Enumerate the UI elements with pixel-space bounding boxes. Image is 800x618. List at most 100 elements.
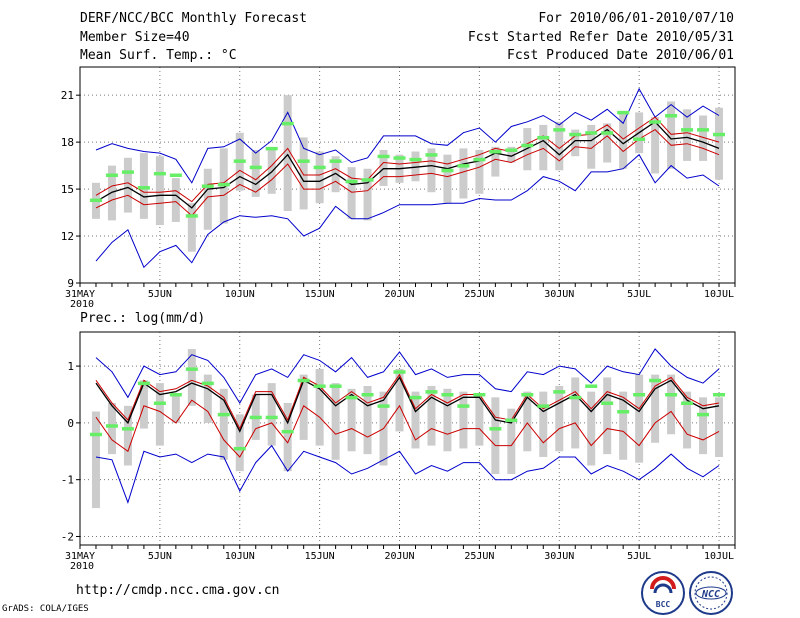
plot-frame [79, 331, 736, 546]
green-marker [441, 168, 454, 173]
spread-box [475, 149, 484, 194]
green-marker [121, 170, 134, 174]
green-marker [697, 128, 710, 132]
ncc-logo-text: NCC [701, 589, 720, 600]
green-marker [537, 135, 550, 140]
y-tick-label: 21 [61, 89, 74, 102]
green-marker [361, 392, 374, 397]
spread-box [139, 153, 148, 219]
green-marker [457, 404, 470, 408]
green-marker [281, 121, 294, 126]
series-line-ensemble-mean [95, 120, 720, 209]
green-marker [569, 395, 582, 400]
green-marker [393, 156, 406, 160]
series-line-lower-red [95, 399, 720, 458]
y-tick-label: -2 [61, 530, 74, 543]
bcc-logo: BCC [641, 571, 685, 615]
spread-box [683, 391, 692, 449]
y-tick-label: -1 [61, 474, 74, 487]
y-tick-label: 12 [61, 230, 74, 243]
spread-box [347, 388, 356, 452]
green-marker [649, 120, 662, 124]
green-marker [361, 178, 374, 182]
spread-box [699, 115, 708, 161]
grads-credit: GrADS: COLA/IGES [2, 604, 89, 614]
x-year-label: 2010 [70, 299, 94, 310]
green-marker [313, 165, 326, 170]
green-marker [105, 424, 118, 428]
x-tick-label: 20JUN [384, 289, 414, 300]
green-marker [393, 370, 406, 374]
spread-box [571, 377, 580, 449]
spread-box [635, 374, 644, 463]
green-marker [473, 157, 486, 162]
green-marker [505, 418, 518, 423]
green-marker [681, 401, 694, 405]
spread-box [539, 124, 548, 171]
x-tick-label: 30JUN [544, 551, 574, 562]
spread-box [283, 403, 292, 472]
x-tick-label: 25JUN [464, 289, 494, 300]
spread-box [411, 151, 420, 182]
spread-box [443, 154, 452, 204]
green-marker [681, 128, 694, 132]
spread-box [139, 380, 148, 429]
x-year-label: 2010 [70, 561, 94, 572]
spread-box [267, 383, 276, 446]
y-tick-label: 1 [67, 360, 74, 373]
spread-box [155, 383, 164, 446]
chart-title: DERF/NCC/BCC Monthly Forecast [80, 11, 307, 26]
green-marker [329, 384, 342, 388]
green-marker [89, 432, 102, 437]
x-tick-label: 31MAY [65, 551, 95, 562]
spread-box [283, 95, 292, 211]
green-marker [249, 165, 262, 170]
spread-box [123, 405, 132, 466]
x-tick-label: 31MAY [65, 289, 95, 300]
chart-panel-2: 31MAY 5JUN 10JUN 15JUN 20JUN 25JUN 30JUN 5JUL 10… [61, 331, 736, 572]
x-tick-label: 15JUN [305, 289, 335, 300]
green-marker [377, 404, 390, 408]
green-marker [649, 378, 662, 383]
spread-box [619, 110, 628, 169]
green-marker [489, 427, 502, 431]
green-marker [153, 401, 166, 405]
green-marker [345, 395, 358, 400]
spread-box [203, 168, 212, 230]
green-marker [217, 412, 230, 417]
spread-box [331, 383, 340, 460]
y-tick-label: 9 [67, 277, 74, 290]
green-marker [633, 137, 646, 141]
spread-box [507, 408, 516, 474]
spread-box [699, 397, 708, 455]
green-marker [153, 171, 166, 176]
x-tick-label: 20JUN [384, 551, 414, 562]
green-marker [233, 446, 246, 451]
chart-panel-1: 31MAY 5JUN 10JUN 15JUN 20JUN 25JUN 30JUN 5JUL 10… [61, 66, 736, 310]
green-marker [201, 381, 214, 386]
green-marker [345, 179, 358, 184]
spread-box [651, 374, 660, 443]
series-line-lower-red [95, 128, 720, 217]
x-tick-label: 10JUN [225, 289, 255, 300]
spread-box [475, 397, 484, 446]
source-url[interactable]: http://cmdp.ncc.cma.gov.cn [76, 583, 280, 598]
green-marker [633, 392, 646, 397]
spread-box [251, 149, 260, 197]
member-size: Member Size=40 [80, 30, 190, 45]
green-marker [265, 415, 278, 420]
green-marker [441, 392, 454, 397]
x-tick-label: 10JUL [704, 289, 734, 300]
green-marker [201, 184, 214, 188]
green-marker [665, 392, 678, 397]
green-marker [329, 159, 342, 163]
spread-box [315, 368, 324, 446]
spread-box [363, 168, 372, 221]
green-marker [137, 381, 150, 386]
spread-box [107, 165, 116, 221]
spread-box [459, 391, 468, 449]
green-marker [617, 410, 630, 414]
green-marker [425, 153, 438, 157]
